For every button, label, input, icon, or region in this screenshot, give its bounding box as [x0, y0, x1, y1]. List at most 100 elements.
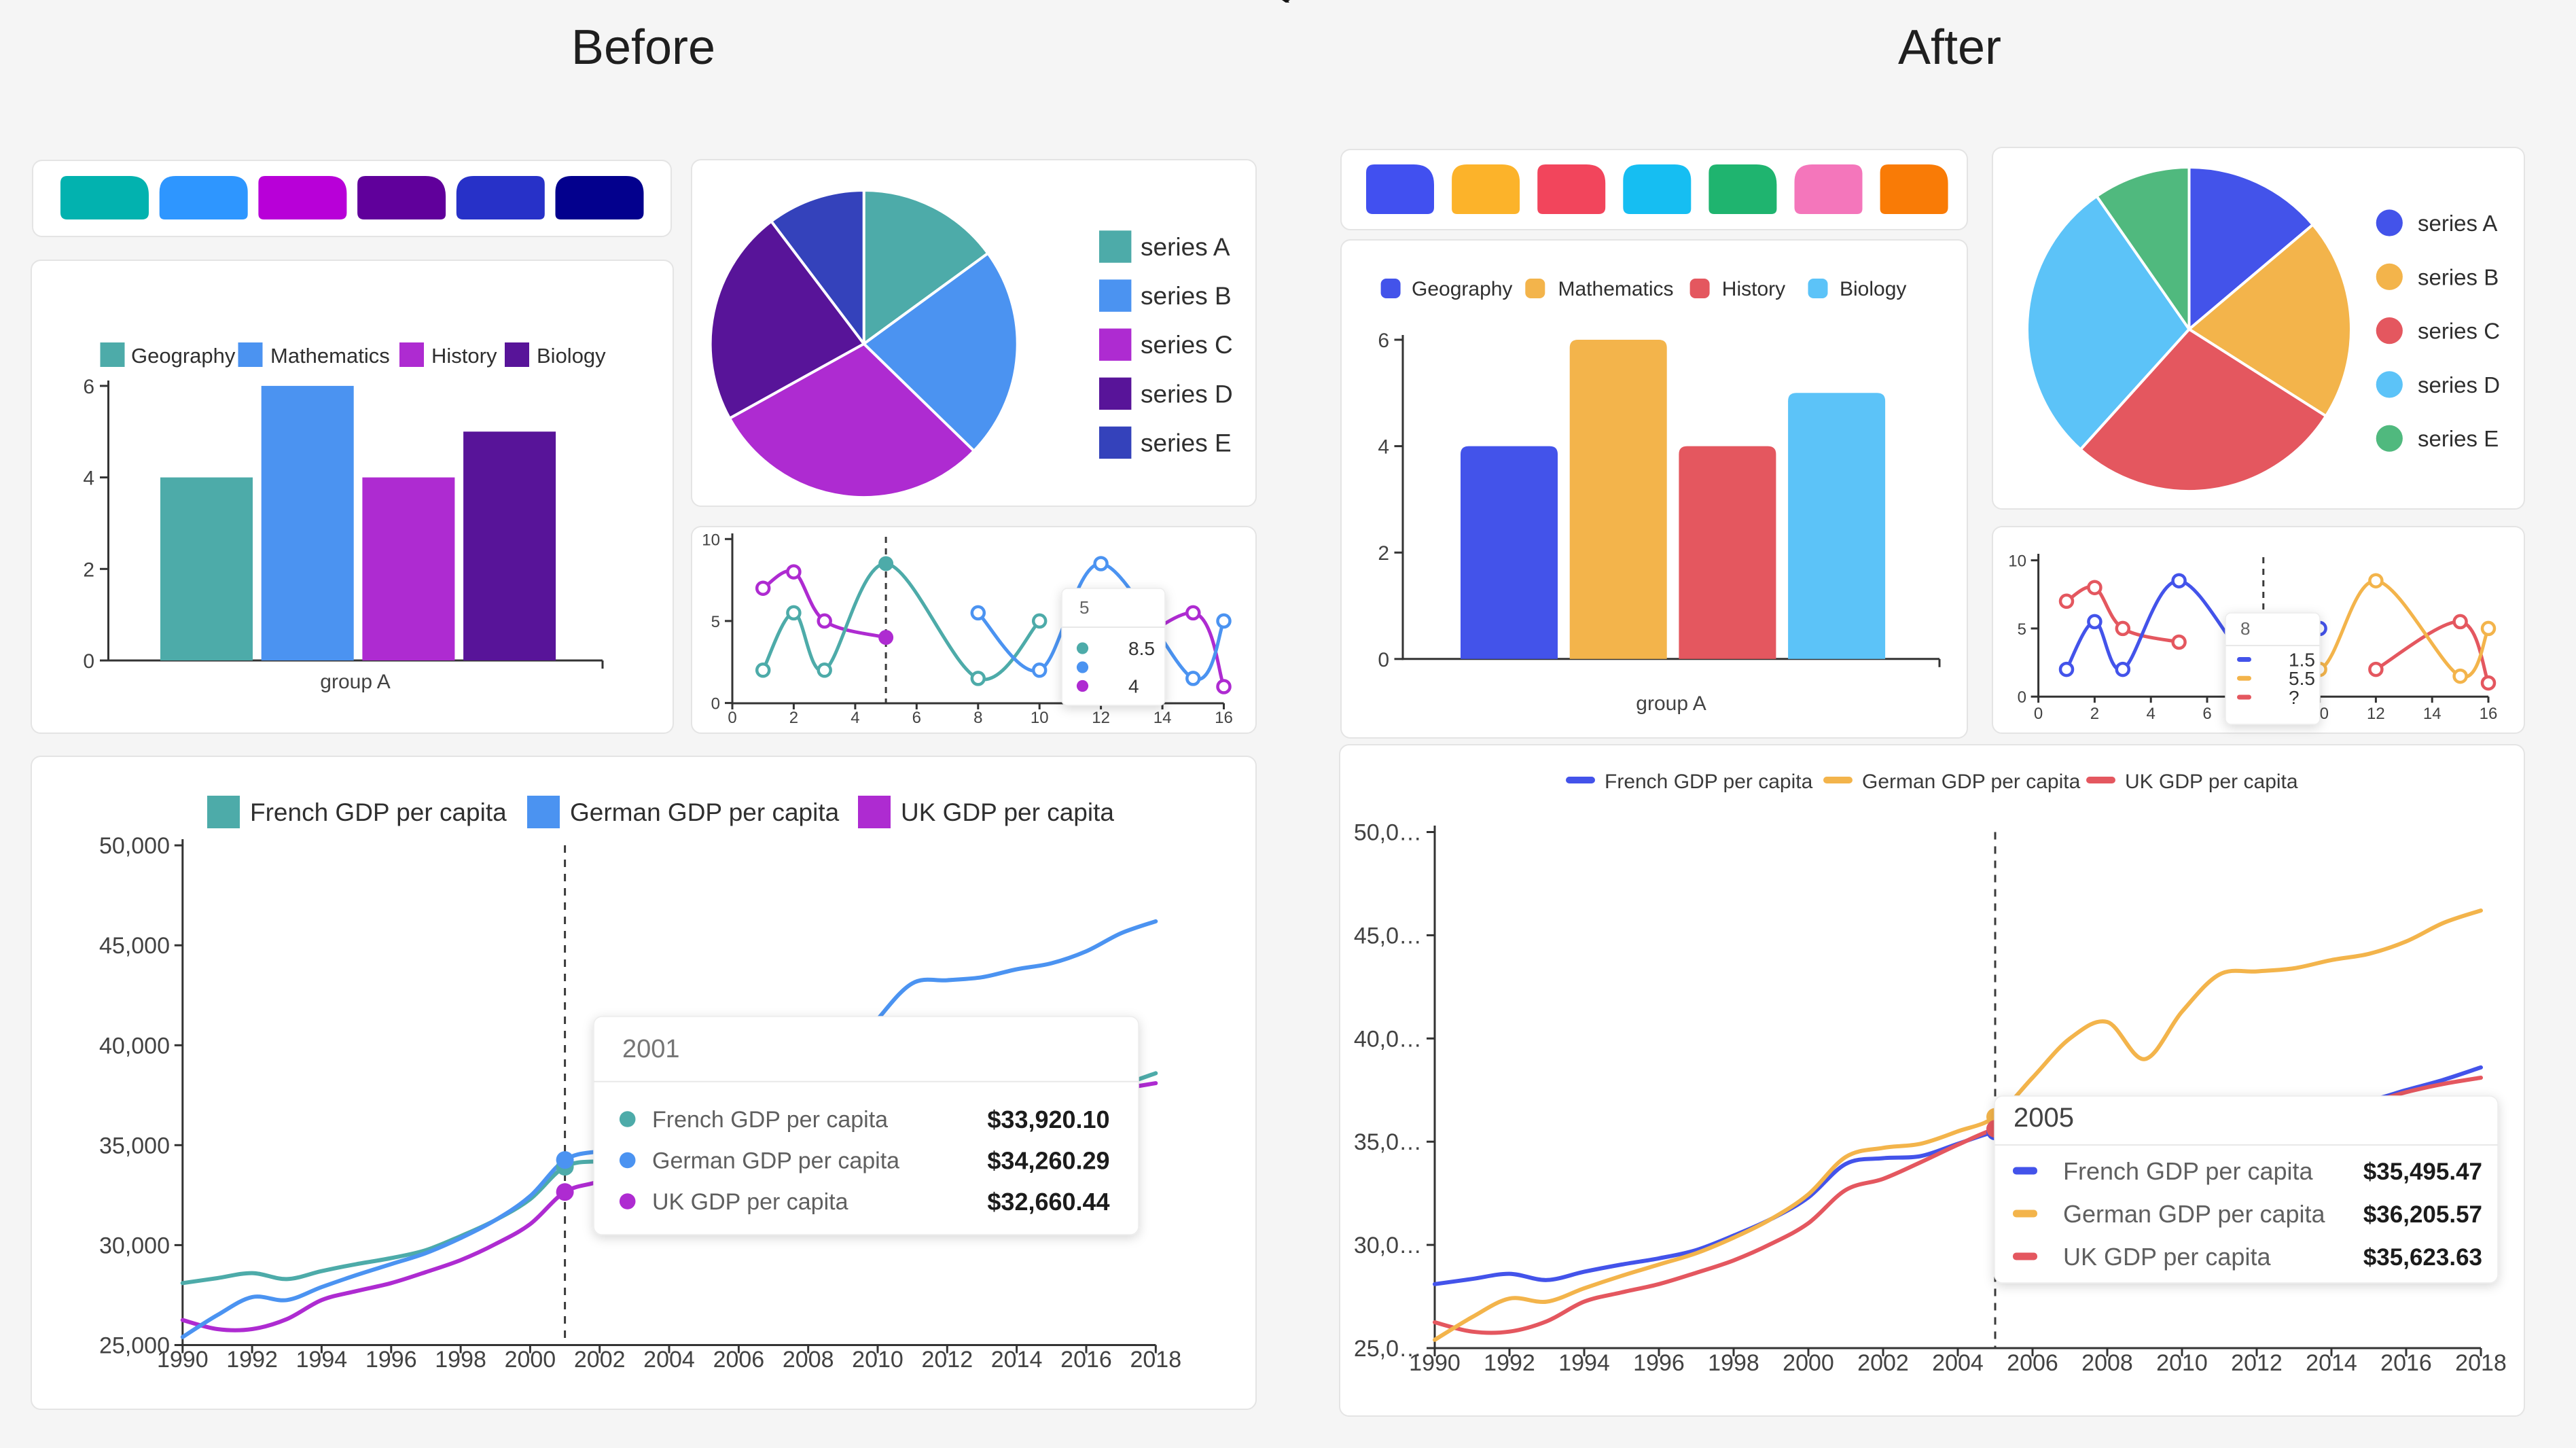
svg-text:1990: 1990 [157, 1347, 209, 1373]
svg-text:0: 0 [83, 650, 94, 673]
svg-text:2010: 2010 [852, 1347, 904, 1373]
svg-text:2018: 2018 [1130, 1347, 1181, 1373]
svg-text:1998: 1998 [435, 1347, 486, 1373]
svg-text:2005: 2005 [2014, 1103, 2074, 1133]
svg-text:30,000: 30,000 [99, 1233, 170, 1258]
svg-text:40,0…: 40,0… [1354, 1026, 1422, 1052]
svg-text:35,000: 35,000 [99, 1133, 170, 1159]
svg-text:series E: series E [1141, 429, 1232, 457]
svg-text:6: 6 [83, 376, 94, 398]
svg-text:$36,205.57: $36,205.57 [2363, 1201, 2482, 1228]
svg-text:50,000: 50,000 [99, 833, 170, 859]
svg-text:1996: 1996 [365, 1347, 417, 1373]
svg-text:UK GDP per capita: UK GDP per capita [2125, 771, 2298, 793]
svg-text:6: 6 [1378, 330, 1389, 352]
svg-text:1996: 1996 [1633, 1350, 1685, 1376]
svg-text:2016: 2016 [1060, 1347, 1112, 1373]
svg-text:series A: series A [1141, 233, 1230, 261]
svg-text:14: 14 [1153, 709, 1172, 727]
svg-text:2004: 2004 [1932, 1350, 1984, 1376]
svg-text:5: 5 [711, 613, 720, 631]
svg-text:1990: 1990 [1409, 1350, 1461, 1376]
svg-text:History: History [1722, 278, 1785, 300]
svg-text:0: 0 [711, 695, 720, 713]
svg-text:$32,660.44: $32,660.44 [987, 1188, 1109, 1216]
svg-text:Mathematics: Mathematics [1558, 278, 1674, 300]
svg-text:2008: 2008 [783, 1347, 834, 1373]
svg-text:Geography: Geography [131, 344, 236, 368]
svg-text:History: History [431, 344, 497, 368]
svg-text:Before: Before [571, 20, 715, 75]
svg-text:After: After [1898, 20, 2001, 75]
svg-text:series B: series B [2418, 264, 2499, 289]
svg-text:2018: 2018 [2455, 1350, 2507, 1376]
svg-text:German GDP per capita: German GDP per capita [2063, 1200, 2325, 1228]
svg-text:25,000: 25,000 [99, 1333, 170, 1359]
svg-text:0: 0 [728, 709, 736, 727]
svg-text:16: 16 [2480, 705, 2498, 723]
svg-text:35,0…: 35,0… [1354, 1129, 1422, 1155]
svg-text:1994: 1994 [1558, 1350, 1610, 1376]
svg-text:0: 0 [2034, 705, 2043, 723]
svg-text:series D: series D [1141, 380, 1233, 408]
svg-text:2006: 2006 [2007, 1350, 2058, 1376]
svg-text:5.5: 5.5 [2289, 668, 2315, 689]
svg-text:$33,920.10: $33,920.10 [987, 1106, 1109, 1133]
svg-text:2014: 2014 [2306, 1350, 2357, 1376]
svg-text:2: 2 [789, 709, 798, 727]
svg-text:10: 10 [2008, 552, 2026, 571]
svg-text:1992: 1992 [226, 1347, 278, 1373]
svg-text:5: 5 [2018, 620, 2026, 639]
svg-text:5: 5 [1079, 597, 1089, 618]
svg-text:2: 2 [2090, 705, 2099, 723]
svg-text:2014: 2014 [991, 1347, 1043, 1373]
svg-text:group A: group A [320, 671, 390, 693]
svg-text:6: 6 [2202, 705, 2211, 723]
svg-text:German GDP per capita: German GDP per capita [1862, 771, 2081, 793]
svg-text:14: 14 [2423, 705, 2441, 723]
svg-text:30,0…: 30,0… [1354, 1233, 1422, 1258]
svg-text:4: 4 [1128, 676, 1139, 697]
svg-text:series B: series B [1141, 282, 1232, 310]
svg-text:16: 16 [1215, 709, 1233, 727]
svg-text:1994: 1994 [296, 1347, 348, 1373]
svg-text:2002: 2002 [1857, 1350, 1909, 1376]
svg-text:4: 4 [2147, 705, 2155, 723]
svg-text:German GDP per capita: German GDP per capita [652, 1148, 899, 1174]
svg-text:45,0…: 45,0… [1354, 923, 1422, 949]
svg-text:French GDP per capita: French GDP per capita [652, 1107, 888, 1133]
svg-text:French GDP per capita: French GDP per capita [1605, 771, 1813, 793]
svg-text:8: 8 [973, 709, 982, 727]
svg-text:UK GDP per capita: UK GDP per capita [901, 798, 1114, 826]
svg-text:German GDP per capita: German GDP per capita [570, 798, 840, 826]
svg-text:2: 2 [83, 559, 94, 581]
svg-text:Mathematics: Mathematics [270, 344, 390, 368]
svg-text:1992: 1992 [1484, 1350, 1535, 1376]
svg-text:8.5: 8.5 [1128, 638, 1155, 659]
svg-text:1998: 1998 [1708, 1350, 1759, 1376]
svg-text:2002: 2002 [574, 1347, 626, 1373]
svg-text:UK GDP per capita: UK GDP per capita [2063, 1243, 2271, 1271]
svg-text:25,0…: 25,0… [1354, 1336, 1422, 1362]
svg-text:series D: series D [2418, 372, 2500, 398]
svg-text:2000: 2000 [1783, 1350, 1834, 1376]
svg-text:2008: 2008 [2081, 1350, 2133, 1376]
svg-text:French GDP per capita: French GDP per capita [2063, 1157, 2313, 1185]
svg-text:2012: 2012 [2231, 1350, 2283, 1376]
svg-text:6: 6 [912, 709, 921, 727]
svg-text:12: 12 [2367, 705, 2385, 723]
svg-text:2006: 2006 [713, 1347, 765, 1373]
svg-text:0: 0 [2018, 688, 2026, 707]
svg-text:50,0…: 50,0… [1354, 820, 1422, 846]
svg-text:4: 4 [83, 467, 94, 490]
svg-text:2012: 2012 [921, 1347, 973, 1373]
svg-text:series C: series C [1141, 331, 1233, 359]
svg-text:$35,623.63: $35,623.63 [2363, 1244, 2482, 1271]
svg-text:40,000: 40,000 [99, 1033, 170, 1059]
svg-text:12: 12 [1092, 709, 1110, 727]
svg-text:2: 2 [1378, 542, 1389, 565]
svg-text:Geography: Geography [1412, 278, 1512, 300]
svg-text:French GDP per capita: French GDP per capita [250, 798, 507, 826]
svg-text:series E: series E [2418, 426, 2499, 451]
svg-text:series A: series A [2418, 211, 2497, 236]
